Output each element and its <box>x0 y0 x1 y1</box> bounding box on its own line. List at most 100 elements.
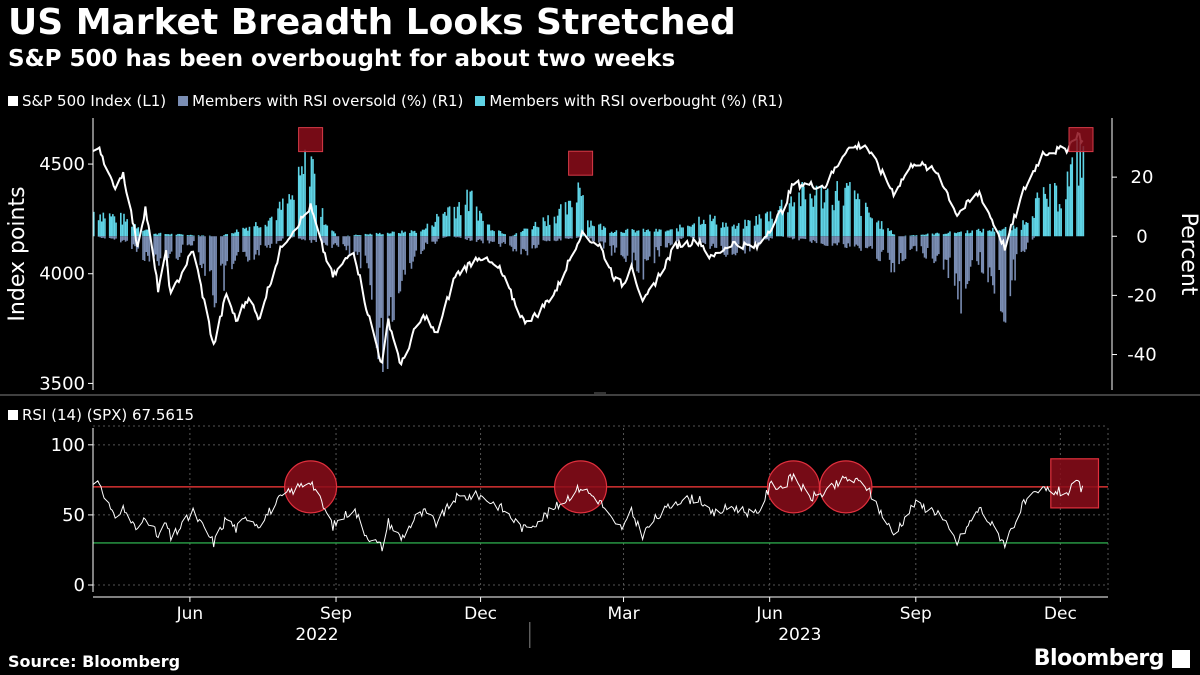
oversold-bar <box>515 236 518 252</box>
oversold-bar <box>277 236 279 242</box>
overbought-bar <box>920 234 923 237</box>
oversold-bar <box>815 236 818 244</box>
overbought-bar <box>243 228 246 237</box>
overbought-bar <box>1058 204 1061 237</box>
terminal-icon <box>1172 650 1190 668</box>
overbought-bar <box>987 230 989 237</box>
overbought-bar <box>647 229 649 237</box>
oversold-bar <box>666 236 669 248</box>
oversold-bar <box>164 236 167 261</box>
oversold-bar <box>944 236 946 260</box>
oversold-bar <box>733 236 735 254</box>
oversold-bar <box>1023 236 1026 253</box>
overbought-bar <box>782 210 784 237</box>
oversold-bar <box>998 236 1000 270</box>
oversold-bar <box>593 236 595 242</box>
oversold-bar <box>1003 236 1005 322</box>
overbought-bar <box>869 217 872 237</box>
x-month-label: Sep <box>320 604 352 624</box>
oversold-bar <box>264 236 267 246</box>
oversold-bar <box>866 236 869 249</box>
overbought-bar <box>104 218 106 237</box>
overbought-bar <box>525 228 527 237</box>
overbought-bar <box>145 229 148 237</box>
oversold-bar <box>482 236 484 244</box>
oversold-bar <box>345 236 348 251</box>
oversold-bar <box>698 236 700 240</box>
overbought-bar <box>113 216 116 237</box>
overbought-bar <box>288 194 290 237</box>
overbought-bar <box>326 225 329 237</box>
overbought-bar <box>242 227 244 237</box>
oversold-bar <box>459 236 462 238</box>
overbought-bar <box>231 233 233 237</box>
oversold-bar <box>722 236 724 253</box>
oversold-bar <box>809 236 811 242</box>
overbought-bar <box>197 235 200 237</box>
overbought-bar <box>1011 230 1013 237</box>
overbought-bar <box>610 231 613 237</box>
oversold-bar <box>671 236 673 245</box>
oversold-bar <box>282 236 284 239</box>
overbought-bar <box>313 173 316 237</box>
oversold-bar <box>590 236 592 239</box>
overbought-bar <box>604 227 607 237</box>
overbought-bar <box>386 232 389 237</box>
oversold-bar <box>858 236 861 249</box>
overbought-bar <box>223 235 225 237</box>
overbought-bar <box>170 233 173 237</box>
overbought-bar <box>687 225 689 237</box>
overbought-bar <box>934 233 937 237</box>
oversold-bar <box>868 236 870 247</box>
oversold-bar <box>745 236 748 244</box>
overbought-bar <box>933 234 935 237</box>
right-tick-label: 20 <box>1131 167 1154 188</box>
overbought-bar <box>547 215 549 237</box>
oversold-bar <box>764 236 767 240</box>
overbought-bar <box>531 229 533 237</box>
oversold-bar <box>836 236 838 246</box>
overbought-bar <box>121 224 124 237</box>
overbought-bar <box>803 186 805 237</box>
overbought-bar <box>567 200 570 237</box>
oversold-bar <box>115 236 117 239</box>
oversold-bar <box>931 236 934 259</box>
overbought-bar <box>421 229 424 237</box>
oversold-bar <box>321 236 324 244</box>
oversold-bar <box>348 236 351 257</box>
overbought-bar <box>1012 225 1015 237</box>
oversold-bar <box>615 236 618 248</box>
oversold-bar <box>588 236 591 239</box>
overbought-bar <box>469 191 472 237</box>
oversold-bar <box>436 236 438 242</box>
oversold-bar <box>933 236 935 264</box>
oversold-bar <box>201 236 203 269</box>
overbought-bar <box>420 231 422 237</box>
oversold-bar <box>191 236 194 246</box>
overbought-bar <box>702 219 705 237</box>
oversold-bar <box>499 236 502 247</box>
overbought-bar <box>93 211 95 237</box>
overbought-bar <box>471 190 473 237</box>
overbought-bar <box>269 217 271 237</box>
oversold-bar <box>458 236 460 238</box>
oversold-bar <box>336 236 338 246</box>
oversold-bar <box>409 236 411 264</box>
oversold-bar <box>1033 236 1035 238</box>
overbought-bar <box>888 230 891 237</box>
overbought-bar <box>798 192 800 237</box>
oversold-bar <box>378 236 381 328</box>
overbought-bar <box>277 208 279 237</box>
overbought-bar <box>255 222 257 237</box>
rsi-highlight-circle <box>284 460 338 514</box>
oversold-bar <box>790 236 792 238</box>
oversold-bar <box>404 236 406 275</box>
oversold-bar <box>960 236 962 314</box>
overbought-bar <box>512 235 514 237</box>
oversold-bar <box>999 236 1002 312</box>
overbought-bar <box>382 234 384 237</box>
oversold-bar <box>912 236 915 247</box>
overbought-bar <box>377 233 379 237</box>
oversold-bar <box>421 236 424 251</box>
